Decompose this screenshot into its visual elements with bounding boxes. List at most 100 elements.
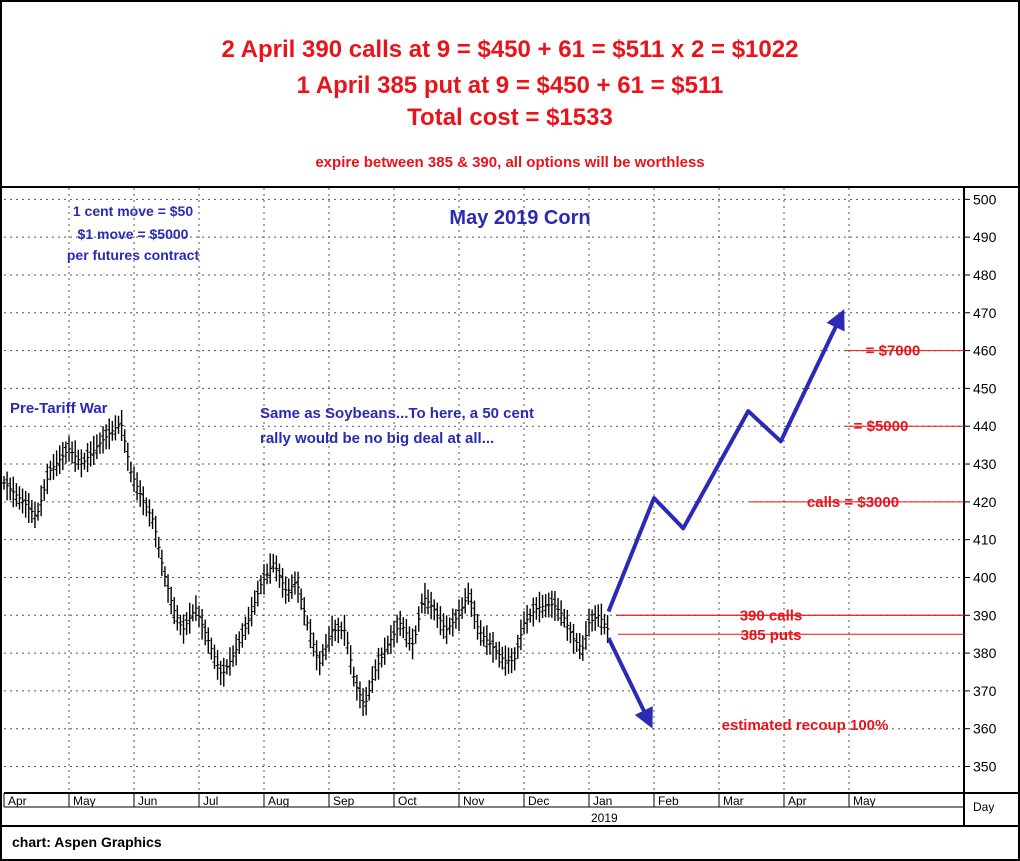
cent-move-note: 1 cent move = $50 [73, 203, 193, 219]
y-tick-label: 380 [973, 645, 997, 661]
y-tick-label: 400 [973, 569, 997, 585]
price-bar [11, 476, 16, 508]
price-bar [311, 632, 316, 657]
x-tick-label: Dec [528, 794, 549, 808]
price-bar [23, 490, 28, 518]
period-label: Day [973, 800, 994, 814]
price-bar [88, 441, 93, 467]
price-bar [404, 618, 409, 648]
price-bar [178, 614, 183, 636]
total-cost-line: Total cost = $1533 [407, 104, 613, 131]
price-bar [215, 649, 220, 680]
price-bar [460, 597, 465, 619]
price-bar [426, 589, 431, 615]
price-bar [70, 441, 75, 464]
price-bar [45, 464, 50, 495]
price-bar [571, 623, 576, 654]
price-bar [153, 515, 158, 548]
y-tick-label: 430 [973, 456, 997, 472]
price-bar [413, 625, 418, 644]
price-bar [203, 619, 208, 646]
price-bar [82, 452, 87, 470]
price-bar [447, 617, 452, 635]
x-tick-label: Jul [203, 794, 218, 808]
price-bar [159, 549, 164, 577]
price-bar [525, 604, 530, 634]
chart-title: May 2019 Corn [449, 207, 590, 229]
price-bar [237, 631, 242, 654]
price-bar [379, 647, 384, 668]
price-bar [305, 615, 310, 631]
price-bar [497, 641, 502, 668]
price-bar [410, 628, 415, 660]
x-tick-label: Sep [333, 794, 355, 808]
price-bar [73, 440, 78, 472]
price-bar [234, 634, 239, 666]
price-bar [302, 597, 307, 626]
chart-labels: May 2019 Corn 1 cent move = $50 $1 move = … [10, 203, 591, 447]
price-bar [596, 604, 601, 627]
price-bar [357, 681, 362, 709]
price-bar [187, 602, 192, 634]
y-tick-label: 370 [973, 683, 997, 699]
price-bar [577, 633, 582, 660]
price-bar [419, 593, 424, 614]
price-bar [565, 609, 570, 641]
level-calls-3000-label: calls = $3000 [807, 494, 899, 511]
price-bar [351, 666, 356, 687]
price-bar [330, 615, 335, 647]
price-bar [552, 590, 557, 621]
price-bar [107, 418, 112, 450]
price-bar [91, 435, 96, 465]
price-bar [206, 627, 211, 654]
price-bar [333, 619, 338, 642]
price-bar [450, 608, 455, 637]
price-bar [444, 615, 449, 645]
scenario-arrows [606, 309, 845, 729]
price-bar [388, 625, 393, 655]
y-tick-label: 470 [973, 305, 997, 321]
price-bar [258, 575, 263, 595]
price-bar [249, 596, 254, 627]
price-bar [51, 453, 56, 480]
price-bar [438, 606, 443, 636]
price-bar [515, 634, 520, 659]
price-bar [63, 441, 68, 464]
price-bar [240, 623, 245, 648]
price-bar [370, 666, 375, 693]
price-bar [26, 492, 31, 524]
price-bar [32, 502, 37, 529]
y-tick-label: 490 [973, 229, 997, 245]
price-bar [546, 592, 551, 618]
pre-tariff-label: Pre-Tariff War [10, 400, 108, 417]
price-bar [494, 642, 499, 660]
price-bar [441, 613, 446, 639]
x-tick-label: Jun [138, 794, 157, 808]
y-tick-label: 480 [973, 267, 997, 283]
price-bars [2, 410, 610, 717]
price-bar [17, 486, 22, 510]
price-bar [323, 633, 328, 661]
price-bar [556, 597, 561, 622]
level-7000-label: = $7000 [866, 343, 921, 360]
price-bar [265, 563, 270, 585]
price-bar [475, 613, 480, 640]
price-bar [562, 608, 567, 628]
price-bar [101, 426, 106, 454]
y-tick-label: 410 [973, 532, 997, 548]
price-bar [2, 476, 6, 490]
soybeans-note-line1: Same as Soybeans...To here, a 50 cent [260, 405, 534, 422]
price-bar [162, 566, 167, 587]
price-bar [246, 606, 251, 635]
price-bar [583, 621, 588, 650]
price-bar [354, 674, 359, 701]
options-summary-header: 2 April 390 calls at 9 = $450 + 61 = $51… [2, 2, 1018, 188]
price-bar [54, 450, 59, 477]
price-bar [277, 563, 282, 588]
chart-credit: chart: Aspen Graphics [12, 834, 162, 850]
price-bar [599, 603, 604, 636]
x-tick-label: Apr [8, 794, 27, 808]
bullish-scenario-arrow [606, 309, 845, 613]
price-bar [605, 615, 610, 643]
